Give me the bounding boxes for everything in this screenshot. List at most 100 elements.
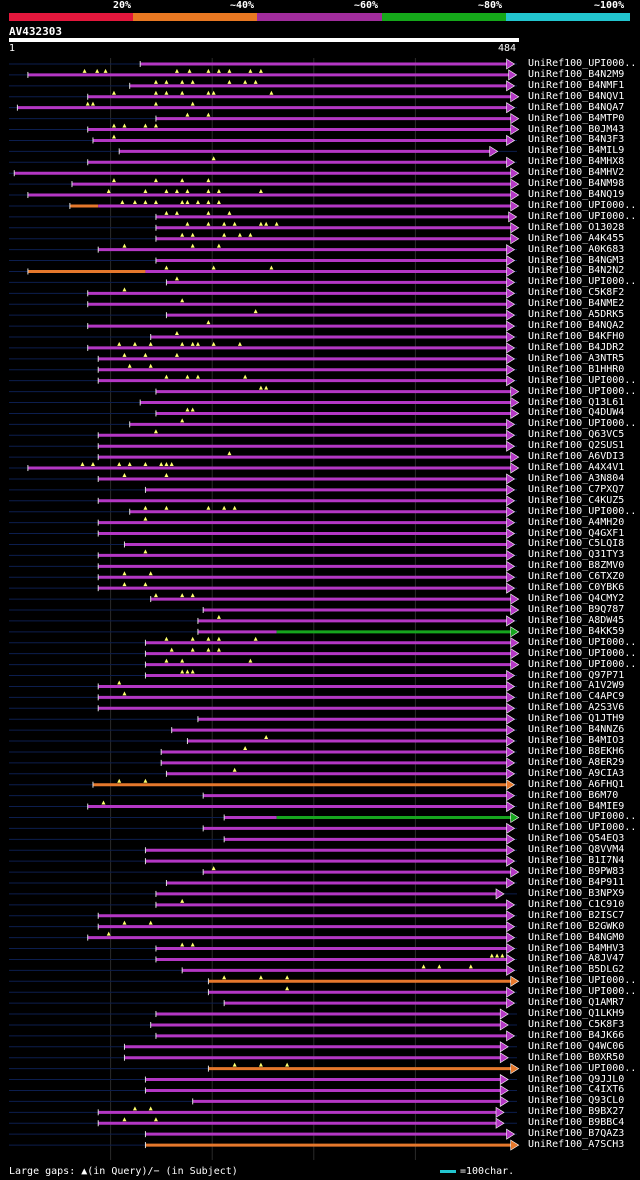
hit-label[interactable]: UniRef100_UPI000.. (528, 199, 637, 211)
hit-label[interactable]: UniRef100_UPI000.. (528, 210, 637, 222)
hit-label[interactable]: UniRef100_Q31TY3 (528, 549, 625, 561)
hit-label[interactable]: UniRef100_B4NGM0 (528, 931, 625, 943)
hit-label[interactable]: UniRef100_UPI000.. (528, 636, 637, 648)
hit-label[interactable]: UniRef100_B5DLG2 (528, 964, 625, 976)
hit-label[interactable]: UniRef100_A6VDI3 (528, 451, 625, 463)
hit-label[interactable]: UniRef100_UPI000.. (528, 658, 637, 670)
hit-label[interactable]: UniRef100_B4NQA7 (528, 101, 625, 113)
hit-label[interactable]: UniRef100_Q8VVM4 (528, 844, 625, 856)
hit-label[interactable]: UniRef100_B4MIL9 (528, 145, 625, 157)
hit-label[interactable]: UniRef100_B8EKH6 (528, 745, 625, 757)
hit-label[interactable]: UniRef100_A0K683 (528, 243, 625, 255)
hit-label[interactable]: UniRef100_B4NGM3 (528, 254, 625, 266)
hit-label[interactable]: UniRef100_C0YBK6 (528, 582, 625, 594)
hit-label[interactable]: UniRef100_B4MHV3 (528, 942, 625, 954)
hit-label[interactable]: UniRef100_A2S3V6 (528, 702, 625, 714)
hit-label[interactable]: UniRef100_B4JK66 (528, 1029, 625, 1041)
hit-label[interactable]: UniRef100_Q4WC06 (528, 1040, 625, 1052)
hit-label[interactable]: UniRef100_B3NPX9 (528, 887, 625, 899)
hit-label[interactable]: UniRef100_C4APC9 (528, 691, 625, 703)
hit-label[interactable]: UniRef100_B4NM98 (528, 178, 625, 190)
hit-label[interactable]: UniRef100_Q4CMY2 (528, 593, 625, 605)
hit-label[interactable]: UniRef100_A4X4V1 (528, 462, 625, 474)
hit-label[interactable]: UniRef100_C6TXZ0 (528, 571, 625, 583)
hit-label[interactable]: UniRef100_C7PXQ7 (528, 483, 625, 495)
hit-label[interactable]: UniRef100_B4KK59 (528, 625, 625, 637)
hit-label[interactable]: UniRef100_Q63VC5 (528, 429, 625, 441)
hit-label[interactable]: UniRef100_B4JDR2 (528, 341, 625, 353)
hit-label[interactable]: UniRef100_B7QAZ3 (528, 1128, 625, 1140)
hit-label[interactable]: UniRef100_UPI000.. (528, 58, 637, 69)
hit-label[interactable]: UniRef100_Q13L61 (528, 396, 625, 408)
hit-label[interactable]: UniRef100_B4NQV1 (528, 90, 625, 102)
hit-label[interactable]: UniRef100_UPI000.. (528, 811, 637, 823)
hit-label[interactable]: UniRef100_Q97P71 (528, 669, 625, 681)
hit-label[interactable]: UniRef100_A6FHQ1 (528, 778, 625, 790)
hit-label[interactable]: UniRef100_C4IXT6 (528, 1084, 625, 1096)
hit-label[interactable]: UniRef100_A5DRK5 (528, 309, 625, 321)
hit-label[interactable]: UniRef100_B4P911 (528, 877, 625, 888)
hit-label[interactable]: UniRef100_UPI000.. (528, 1062, 637, 1074)
hit-label[interactable]: UniRef100_C1C910 (528, 898, 625, 910)
hit-label[interactable]: UniRef100_A3N804 (528, 472, 625, 484)
hit-label[interactable]: UniRef100_UPI000.. (528, 374, 637, 386)
hit-label[interactable]: UniRef100_B4MIE9 (528, 800, 625, 812)
hit-label[interactable]: UniRef100_UPI000.. (528, 822, 637, 834)
hit-label[interactable]: UniRef100_Q1JTH9 (528, 713, 625, 725)
hit-label[interactable]: UniRef100_B9BX27 (528, 1106, 625, 1118)
hit-label[interactable]: UniRef100_A8DW45 (528, 614, 625, 626)
hit-label[interactable]: UniRef100_B2ISC7 (528, 909, 625, 921)
hit-label[interactable]: UniRef100_A1V2W9 (528, 680, 625, 692)
hit-label[interactable]: UniRef100_B0XR50 (528, 1051, 625, 1063)
hit-label[interactable]: UniRef100_C5K8F3 (528, 1018, 625, 1030)
hit-label[interactable]: UniRef100_B6M70 (528, 789, 619, 801)
hit-label[interactable]: UniRef100_B4NQ19 (528, 189, 625, 201)
hit-label[interactable]: UniRef100_A4MH20 (528, 516, 625, 528)
hit-label[interactable]: UniRef100_A4K455 (528, 232, 625, 244)
hit-label[interactable]: UniRef100_UPI000.. (528, 505, 637, 517)
hit-label[interactable]: UniRef100_B4KFH0 (528, 331, 625, 342)
hit-label[interactable]: UniRef100_B9BBC4 (528, 1117, 625, 1129)
hit-label[interactable]: UniRef100_A8ER29 (528, 756, 625, 768)
hit-label[interactable]: UniRef100_Q54EQ3 (528, 833, 625, 845)
hit-label[interactable]: UniRef100_Q2SUS1 (528, 440, 625, 452)
hit-label[interactable]: UniRef100_B1I7N4 (528, 855, 625, 867)
hit-label[interactable]: UniRef100_Q1LKH9 (528, 1008, 625, 1020)
hit-label[interactable]: UniRef100_B4NMF1 (528, 79, 625, 91)
hit-label[interactable]: UniRef100_UPI000.. (528, 986, 637, 998)
hit-label[interactable]: UniRef100_B4MTP0 (528, 112, 625, 124)
hit-label[interactable]: UniRef100_C5K8F2 (528, 287, 625, 299)
hit-label[interactable]: UniRef100_B4MHV2 (528, 167, 625, 179)
hit-label[interactable]: UniRef100_UPI000.. (528, 276, 637, 288)
hit-label[interactable]: UniRef100_Q1AMR7 (528, 997, 625, 1009)
hit-label[interactable]: UniRef100_B4N3F3 (528, 134, 625, 146)
hit-label[interactable]: UniRef100_O13028 (528, 221, 625, 233)
hit-label[interactable]: UniRef100_B4N2N2 (528, 265, 625, 277)
hit-label[interactable]: UniRef100_B2GWK0 (528, 920, 625, 932)
hit-label[interactable]: UniRef100_B8ZMV0 (528, 560, 625, 572)
hit-label[interactable]: UniRef100_B1HHR0 (528, 363, 625, 375)
hit-label[interactable]: UniRef100_Q9JJL0 (528, 1073, 625, 1085)
hit-label[interactable]: UniRef100_UPI000.. (528, 975, 637, 987)
hit-label[interactable]: UniRef100_B4MHX8 (528, 156, 625, 168)
hit-label[interactable]: UniRef100_Q4DUW4 (528, 407, 625, 419)
hit-label[interactable]: UniRef100_UPI000.. (528, 418, 637, 430)
hit-label[interactable]: UniRef100_UPI000.. (528, 385, 637, 397)
hit-label[interactable]: UniRef100_B4NME2 (528, 298, 625, 310)
hit-label[interactable]: UniRef100_UPI000.. (528, 647, 637, 659)
hit-label[interactable]: UniRef100_A3NTR5 (528, 352, 625, 364)
hit-label[interactable]: UniRef100_Q4GXF1 (528, 527, 625, 539)
hit-label[interactable]: UniRef100_B4N2M9 (528, 68, 625, 80)
hit-label[interactable]: UniRef100_B4NQA2 (528, 320, 625, 332)
hit-label[interactable]: UniRef100_A8JV47 (528, 953, 625, 965)
hit-label[interactable]: UniRef100_B4MIO3 (528, 735, 625, 747)
hit-label[interactable]: UniRef100_A7SCH3 (528, 1139, 625, 1151)
hit-label[interactable]: UniRef100_C5LQI8 (528, 538, 625, 550)
hit-label[interactable]: UniRef100_B4NNZ6 (528, 724, 625, 736)
hit-label[interactable]: UniRef100_Q93CL0 (528, 1095, 625, 1107)
hit-label[interactable]: UniRef100_B0JM43 (528, 123, 625, 135)
hit-label[interactable]: UniRef100_B9Q787 (528, 604, 625, 615)
hit-label[interactable]: UniRef100_C4KUZ5 (528, 494, 625, 506)
hit-label[interactable]: UniRef100_B9PW83 (528, 866, 625, 878)
hit-label[interactable]: UniRef100_A9CIA3 (528, 767, 625, 779)
